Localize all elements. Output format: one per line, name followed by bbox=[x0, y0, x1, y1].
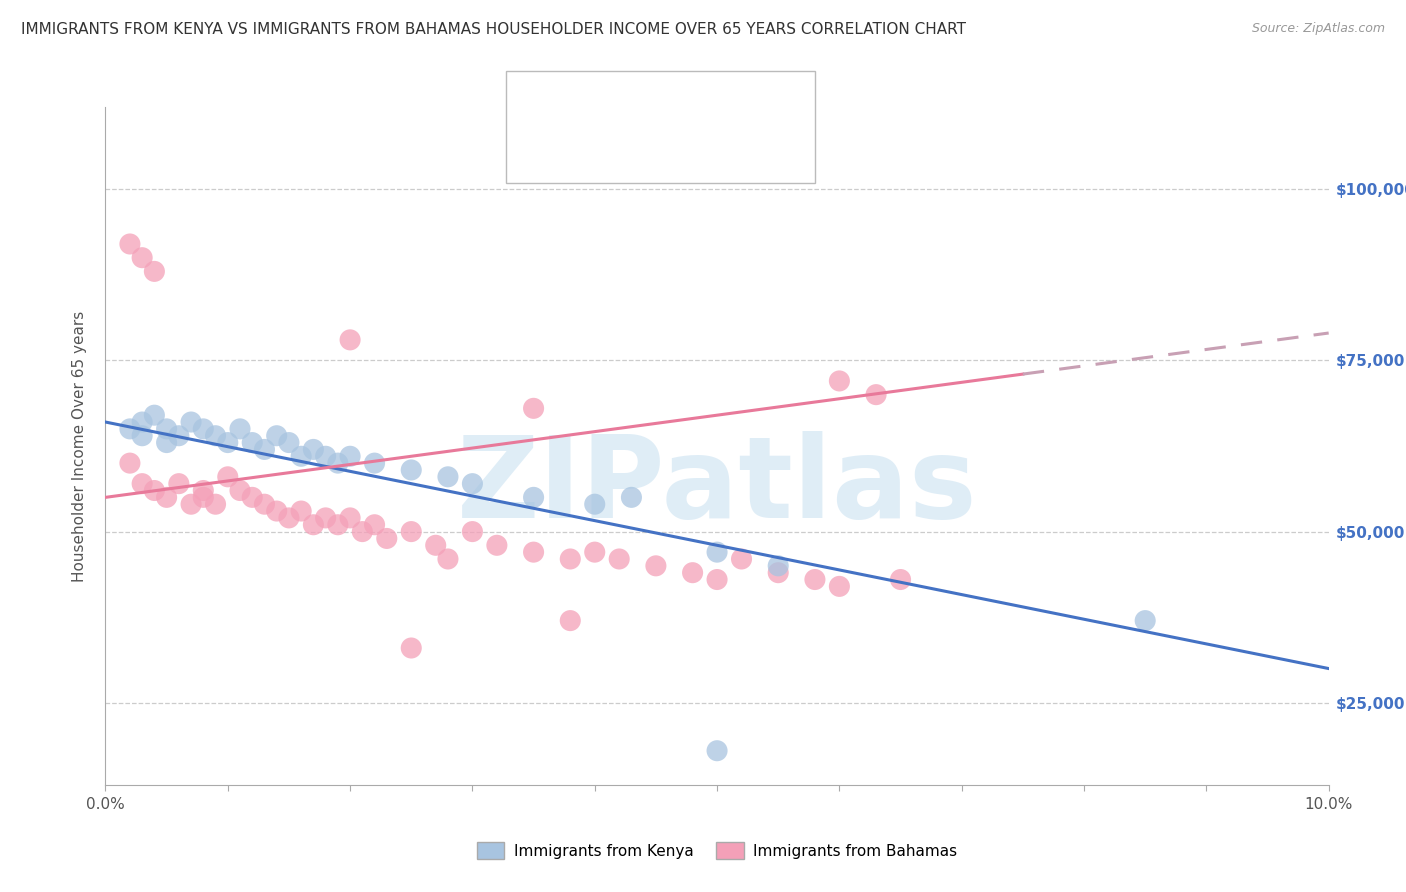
Text: 49: 49 bbox=[723, 145, 745, 161]
Point bbox=[326, 456, 349, 470]
Point bbox=[253, 497, 276, 511]
Point bbox=[560, 552, 582, 566]
Text: IMMIGRANTS FROM KENYA VS IMMIGRANTS FROM BAHAMAS HOUSEHOLDER INCOME OVER 65 YEAR: IMMIGRANTS FROM KENYA VS IMMIGRANTS FROM… bbox=[21, 22, 966, 37]
Point bbox=[363, 456, 385, 470]
Y-axis label: Householder Income Over 65 years: Householder Income Over 65 years bbox=[72, 310, 87, 582]
Point bbox=[131, 476, 153, 491]
Point bbox=[339, 450, 361, 464]
Point bbox=[339, 511, 361, 525]
Point bbox=[889, 573, 911, 587]
Text: -0.530: -0.530 bbox=[613, 96, 671, 111]
Point bbox=[167, 428, 190, 442]
Text: N =: N = bbox=[688, 145, 724, 161]
Point bbox=[240, 435, 263, 450]
Point bbox=[118, 237, 141, 252]
Point bbox=[155, 491, 177, 505]
Point bbox=[290, 450, 312, 464]
Point bbox=[193, 483, 215, 498]
Point bbox=[167, 476, 190, 491]
Point bbox=[401, 524, 423, 539]
Point bbox=[217, 470, 239, 484]
Point bbox=[155, 422, 177, 436]
Point bbox=[204, 428, 226, 442]
Text: N =: N = bbox=[688, 96, 724, 111]
Text: 32: 32 bbox=[723, 96, 745, 111]
Point bbox=[143, 264, 166, 278]
Point bbox=[804, 573, 827, 587]
Point bbox=[302, 517, 325, 532]
Point bbox=[375, 532, 398, 546]
Point bbox=[118, 456, 141, 470]
Point bbox=[768, 558, 790, 573]
Point bbox=[229, 422, 252, 436]
Point bbox=[583, 497, 606, 511]
Text: 0.236: 0.236 bbox=[613, 145, 664, 161]
Point bbox=[828, 374, 851, 388]
Text: R =: R = bbox=[568, 145, 607, 161]
Point bbox=[352, 524, 374, 539]
Point bbox=[229, 483, 252, 498]
Point bbox=[828, 579, 851, 593]
Point bbox=[278, 511, 301, 525]
Point bbox=[425, 538, 447, 552]
Point bbox=[607, 552, 630, 566]
Point bbox=[583, 545, 606, 559]
Point bbox=[155, 435, 177, 450]
Point bbox=[278, 435, 301, 450]
Point bbox=[290, 504, 312, 518]
Point bbox=[193, 491, 215, 505]
Point bbox=[706, 573, 728, 587]
Point bbox=[1133, 614, 1156, 628]
Point bbox=[730, 552, 752, 566]
Point bbox=[682, 566, 704, 580]
Point bbox=[143, 483, 166, 498]
Point bbox=[461, 476, 484, 491]
Point bbox=[706, 744, 728, 758]
Point bbox=[180, 497, 202, 511]
Point bbox=[437, 552, 460, 566]
Text: R =: R = bbox=[568, 96, 603, 111]
Point bbox=[131, 428, 153, 442]
Point bbox=[131, 251, 153, 265]
Point bbox=[401, 463, 423, 477]
Point bbox=[131, 415, 153, 429]
Point bbox=[644, 558, 666, 573]
Point bbox=[363, 517, 385, 532]
Point bbox=[118, 422, 141, 436]
Point bbox=[401, 640, 423, 655]
Point bbox=[523, 491, 546, 505]
Point bbox=[706, 545, 728, 559]
Point bbox=[193, 422, 215, 436]
Point bbox=[768, 566, 790, 580]
Text: ZIPatlas: ZIPatlas bbox=[457, 431, 977, 542]
Point bbox=[204, 497, 226, 511]
Point bbox=[523, 401, 546, 416]
Point bbox=[339, 333, 361, 347]
Point bbox=[315, 450, 337, 464]
Point bbox=[143, 408, 166, 422]
Point bbox=[217, 435, 239, 450]
Point bbox=[180, 415, 202, 429]
Point bbox=[266, 504, 288, 518]
Point bbox=[523, 545, 546, 559]
Point bbox=[240, 491, 263, 505]
Point bbox=[865, 387, 887, 401]
Point bbox=[437, 470, 460, 484]
Point bbox=[253, 442, 276, 457]
Point bbox=[461, 524, 484, 539]
Point bbox=[485, 538, 508, 552]
Point bbox=[326, 517, 349, 532]
Point bbox=[315, 511, 337, 525]
Text: Source: ZipAtlas.com: Source: ZipAtlas.com bbox=[1251, 22, 1385, 36]
Point bbox=[302, 442, 325, 457]
Point bbox=[266, 428, 288, 442]
Point bbox=[620, 491, 643, 505]
Legend: Immigrants from Kenya, Immigrants from Bahamas: Immigrants from Kenya, Immigrants from B… bbox=[471, 836, 963, 865]
Point bbox=[560, 614, 582, 628]
